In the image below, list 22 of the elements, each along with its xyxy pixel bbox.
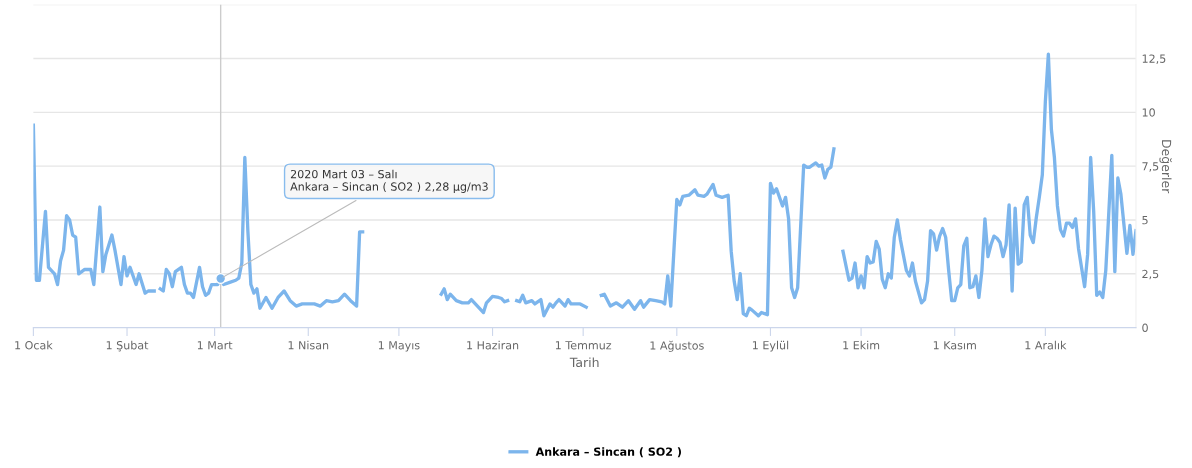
x-tick-label: 1 Temmuz xyxy=(555,341,612,350)
x-tick-label: 1 Aralık xyxy=(1025,340,1067,350)
x-tick-label: 1 Şubat xyxy=(106,340,149,352)
annotation: 2020 Mart 03 – Salı Ankara – Sincan ( SO2 ) 2,28 μg/m3 xyxy=(290,169,488,193)
y-tick-label: 10 xyxy=(1142,108,1155,117)
y-tick-label: 12,5 xyxy=(1142,54,1166,65)
y-tick-label: 2,5 xyxy=(1142,269,1159,280)
y-axis-title: Değerler xyxy=(1159,140,1172,194)
x-tick-label: 1 Eylül xyxy=(752,340,789,352)
y-tick-label: 0 xyxy=(1142,323,1148,332)
x-tick-label: 1 Ağustos xyxy=(650,340,704,352)
x-tick-label: 1 Haziran xyxy=(467,340,519,350)
y-tick-label: 7,5 xyxy=(1142,162,1159,172)
x-tick-label: 1 Nisan xyxy=(288,340,329,350)
x-tick-label: 1 Mart xyxy=(197,341,233,350)
x-tick-label: 1 Ocak xyxy=(15,340,53,350)
legend-label: Ankara – Sincan ( SO2 ) xyxy=(535,447,681,458)
x-tick-label: 1 Ekim xyxy=(843,340,880,350)
x-tick-label: 1 Kasım xyxy=(933,341,976,350)
x-axis-title: Tarih xyxy=(569,357,599,368)
x-tick-label: 1 Mayıs xyxy=(378,341,420,352)
y-tick-label: 5 xyxy=(1142,216,1148,225)
